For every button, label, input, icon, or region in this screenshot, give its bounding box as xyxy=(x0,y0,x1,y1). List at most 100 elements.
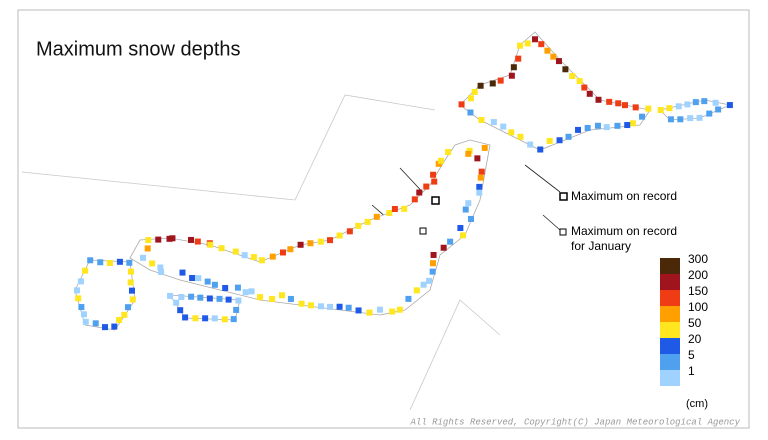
station xyxy=(429,260,436,267)
station xyxy=(629,120,636,127)
legend-label: 100 xyxy=(688,300,708,314)
station xyxy=(336,303,343,310)
station xyxy=(298,300,305,307)
station xyxy=(524,40,531,47)
station xyxy=(389,308,396,315)
station xyxy=(127,268,134,275)
station xyxy=(639,113,646,120)
station xyxy=(241,252,248,259)
station xyxy=(82,318,89,325)
station xyxy=(420,281,427,288)
january-legend-box xyxy=(559,228,567,236)
station xyxy=(195,275,202,282)
station xyxy=(92,320,99,327)
station xyxy=(158,269,165,276)
station xyxy=(102,324,108,331)
annotation: Maximum on record xyxy=(571,224,677,238)
station xyxy=(477,82,484,89)
legend-swatch xyxy=(660,338,680,354)
station xyxy=(467,215,474,222)
station xyxy=(149,260,156,267)
station xyxy=(624,122,631,129)
station xyxy=(576,78,583,85)
station xyxy=(202,315,209,322)
station xyxy=(712,99,719,106)
legend-label: 5 xyxy=(688,348,695,362)
station xyxy=(478,168,485,175)
annotation: Maximum on record xyxy=(571,189,677,203)
station xyxy=(257,294,264,301)
station xyxy=(250,254,257,261)
legend-label: 150 xyxy=(688,284,708,298)
station xyxy=(546,137,553,144)
station xyxy=(80,311,87,318)
station xyxy=(467,95,474,102)
station xyxy=(544,47,551,54)
station xyxy=(701,98,708,105)
station xyxy=(216,295,223,302)
station xyxy=(204,278,211,285)
station xyxy=(687,115,694,122)
station xyxy=(177,307,184,314)
station xyxy=(715,106,722,113)
station xyxy=(178,293,185,300)
station xyxy=(188,293,195,300)
station xyxy=(232,248,239,255)
record-marker xyxy=(431,196,440,205)
station xyxy=(477,174,484,181)
station xyxy=(606,98,613,105)
station xyxy=(569,73,576,80)
station xyxy=(346,228,353,235)
station xyxy=(327,303,334,310)
station xyxy=(233,306,240,313)
station xyxy=(467,109,474,116)
station xyxy=(129,296,136,303)
station xyxy=(126,259,133,266)
station xyxy=(562,66,569,73)
station xyxy=(603,124,610,131)
station xyxy=(621,102,628,109)
station xyxy=(465,200,472,207)
station xyxy=(481,144,488,151)
station xyxy=(657,107,664,114)
station xyxy=(474,155,481,162)
station xyxy=(726,102,733,109)
station xyxy=(211,315,218,322)
station xyxy=(435,160,442,167)
station xyxy=(500,123,507,130)
station xyxy=(416,189,423,196)
station xyxy=(445,149,452,156)
station xyxy=(269,296,276,303)
station xyxy=(632,104,639,111)
station xyxy=(145,237,152,244)
station xyxy=(615,100,622,107)
station xyxy=(489,80,496,87)
station xyxy=(78,304,85,311)
station xyxy=(221,316,228,323)
station xyxy=(527,141,534,148)
station xyxy=(197,294,204,301)
station xyxy=(242,289,249,296)
station xyxy=(127,279,134,286)
station xyxy=(182,314,189,321)
annotation: for January xyxy=(571,239,631,253)
station xyxy=(517,133,524,140)
station xyxy=(297,241,304,248)
station xyxy=(457,225,464,232)
station xyxy=(595,96,602,103)
record-legend-box xyxy=(559,192,568,201)
legend-unit: (cm) xyxy=(686,398,708,410)
station xyxy=(155,236,162,243)
station xyxy=(538,41,545,48)
station xyxy=(440,244,447,251)
station xyxy=(458,101,465,108)
station xyxy=(696,114,703,121)
station xyxy=(517,42,524,49)
station xyxy=(74,287,81,294)
legend: 300 200 150 100 50 20 5 1 (cm) xyxy=(660,252,708,410)
station xyxy=(169,235,176,242)
legend-swatch xyxy=(660,290,680,306)
station xyxy=(667,116,674,123)
station xyxy=(345,304,352,311)
station xyxy=(279,292,286,299)
